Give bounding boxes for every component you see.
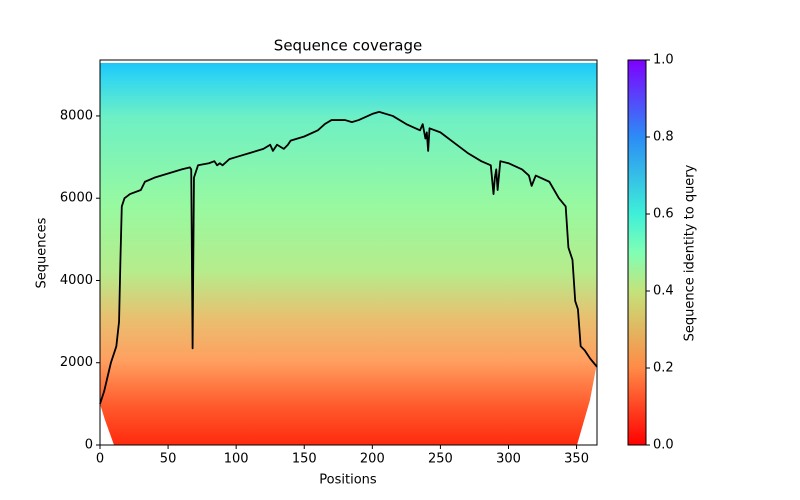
axes-frame xyxy=(99,59,598,446)
x-tick-label: 350 xyxy=(564,452,589,467)
x-axis-label: Positions xyxy=(319,473,377,488)
colorbar-tick-label: 0.6 xyxy=(653,207,674,222)
x-tick-label: 50 xyxy=(160,452,177,467)
x-tick-label: 0 xyxy=(96,452,104,467)
y-tick-label: 4000 xyxy=(60,273,93,288)
x-tick-label: 300 xyxy=(496,452,521,467)
colorbar-tick-label: 0.0 xyxy=(653,438,674,453)
colorbar-tick-label: 0.2 xyxy=(653,361,674,376)
x-tick-label: 200 xyxy=(360,452,385,467)
colorbar-frame xyxy=(627,59,647,446)
colorbar-tick-label: 1.0 xyxy=(653,53,674,68)
x-tick-label: 100 xyxy=(224,452,249,467)
y-tick-label: 0 xyxy=(85,438,93,453)
y-tick-label: 2000 xyxy=(60,355,93,370)
colorbar xyxy=(628,60,646,445)
x-tick-label: 150 xyxy=(292,452,317,467)
y-tick-label: 6000 xyxy=(60,191,93,206)
coverage-line xyxy=(99,110,598,405)
y-tick-label: 8000 xyxy=(60,108,93,123)
x-tick-label: 250 xyxy=(428,452,453,467)
colorbar-tick-label: 0.4 xyxy=(653,284,674,299)
colorbar-tick-label: 0.8 xyxy=(653,130,674,145)
msa-heatmap xyxy=(100,63,597,445)
colorbar-label: Sequence identity to query xyxy=(683,164,698,341)
y-axis-label: Sequences xyxy=(35,217,50,288)
chart-title: Sequence coverage xyxy=(274,37,422,55)
